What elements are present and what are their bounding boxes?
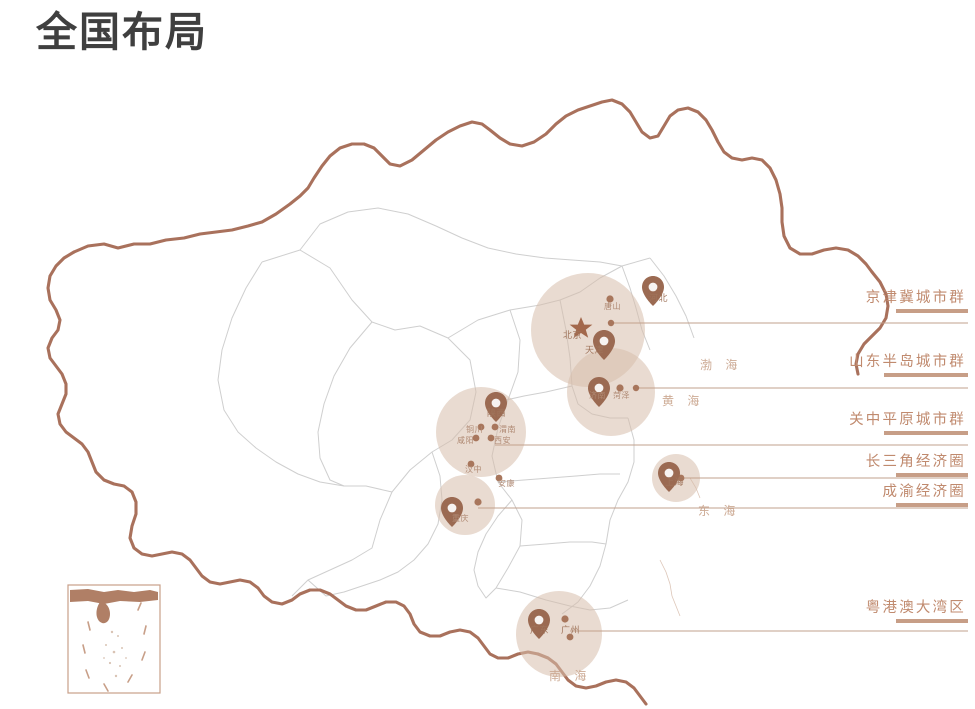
city-label-guangdong: 广东 (530, 625, 550, 635)
dot-tangshan (606, 295, 614, 303)
callout-underbar-chengyu (896, 503, 968, 507)
city-label-shanghai: 上海 (665, 477, 685, 487)
sea-label-huanghai: 黄 海 (662, 394, 705, 408)
dot-ankang (495, 474, 503, 482)
dot-weinan (491, 423, 499, 431)
city-label-jinan: 济南 (589, 391, 606, 400)
callout-dawanqu[interactable]: 粤港澳大湾区 (768, 596, 968, 623)
dot-heze-node (632, 384, 640, 392)
callout-label-shandong: 山东半岛城市群 (849, 354, 966, 370)
city-label-chongqing: 重庆 (452, 514, 469, 523)
callout-label-dawanqu: 粤港澳大湾区 (865, 600, 966, 616)
page-title: 全国布局 (36, 9, 208, 55)
callout-label-jingjinji: 京津冀城市群 (865, 290, 966, 306)
city-dots (467, 295, 685, 641)
city-label-weinan: 渭南 (499, 425, 516, 434)
dot-chongqing (474, 498, 482, 506)
national-border (46, 98, 890, 706)
city-label-tangshan: 唐山 (604, 302, 621, 311)
callout-label-guanzhong: 关中平原城市群 (849, 412, 966, 428)
city-label-tongchuan: 铜川 (466, 425, 483, 434)
dot-xian (487, 434, 495, 442)
callout-changsanjiao[interactable]: 长三角经济圈 (768, 450, 968, 477)
leader-lines (478, 322, 968, 632)
capital-beijing-star (569, 317, 593, 338)
city-label-guangzhou: 广州 (561, 625, 581, 635)
city-label-hebei: 河北 (649, 293, 669, 303)
callout-underbar-dawanqu (896, 619, 968, 623)
city-label-xian: 西安 (494, 436, 511, 445)
callout-underbar-changsanjiao (896, 473, 968, 477)
callout-chengyu[interactable]: 成渝经济圈 (768, 480, 968, 507)
callout-shandong[interactable]: 山东半岛城市群 (768, 350, 968, 377)
cluster-circle-dawanqu (516, 591, 602, 677)
sea-label-nanhai: 南 海 (549, 669, 592, 683)
city-label-beijing: 北京 (563, 330, 583, 340)
cluster-circle-shandong (567, 348, 655, 436)
callout-label-chengyu: 成渝经济圈 (882, 484, 966, 500)
dot-shenzhen (566, 633, 574, 641)
callout-underbar-jingjinji (896, 309, 968, 313)
city-label-hanzhong: 汉中 (465, 465, 482, 474)
city-label-tianjin: 天津 (585, 345, 605, 355)
dot-hanzhong (467, 460, 475, 468)
dot-heze (616, 384, 624, 392)
dot-tongchuan (477, 423, 485, 431)
city-label-xianyang: 咸阳 (457, 436, 474, 445)
callout-underbar-guanzhong (884, 431, 968, 435)
dot-beijing-node (607, 319, 615, 327)
city-label-ankang: 安康 (498, 479, 515, 488)
dot-xianyang (472, 434, 480, 442)
callout-guanzhong[interactable]: 关中平原城市群 (768, 408, 968, 435)
dot-guangzhou (561, 615, 569, 623)
callout-jingjinji[interactable]: 京津冀城市群 (768, 286, 968, 313)
callout-label-changsanjiao: 长三角经济圈 (865, 454, 966, 470)
callout-underbar-shandong (884, 373, 968, 377)
sea-label-donghai: 东 海 (698, 504, 741, 518)
city-label-heze: 菏泽 (613, 391, 630, 400)
sea-label-bohai: 渤 海 (700, 358, 743, 372)
south-china-sea-inset (67, 584, 161, 694)
city-label-shaanxi: 陕西 (487, 408, 507, 418)
